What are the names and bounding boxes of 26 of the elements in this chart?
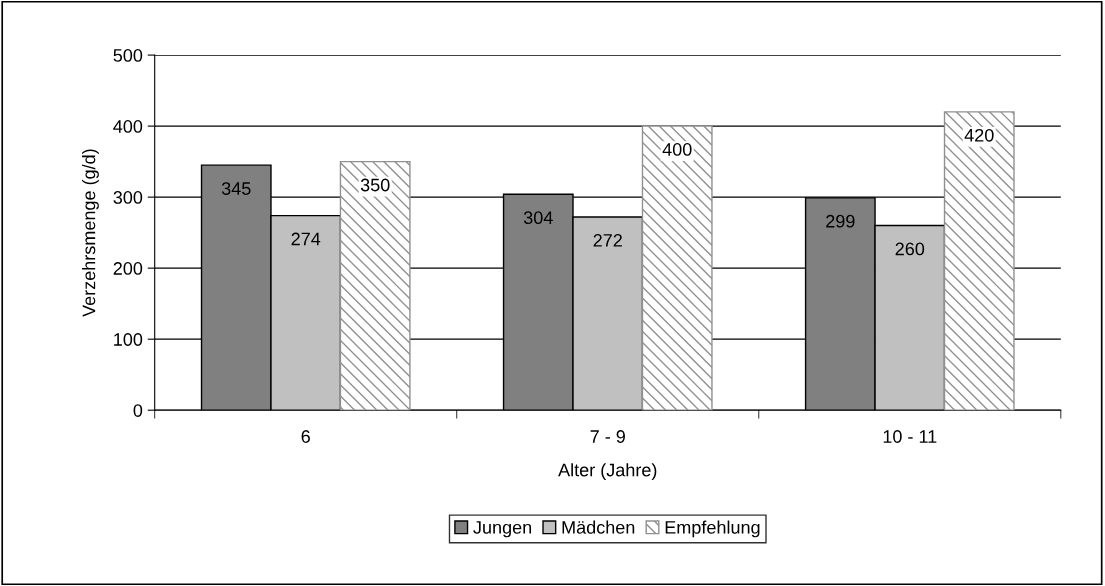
data-label: 299 <box>826 214 855 228</box>
x-tick-label: 10 - 11 <box>883 430 937 443</box>
bar <box>943 111 1015 411</box>
data-label: 304 <box>523 211 553 225</box>
x-axis-title: Alter (Jahre) <box>558 463 657 480</box>
legend-label: Mädchen <box>562 520 635 534</box>
bar <box>641 125 713 411</box>
legend-label: Empfehlung <box>665 520 760 538</box>
data-label: 420 <box>964 128 994 142</box>
legend-label: Jungen <box>473 521 532 538</box>
y-tick-label: 200 <box>113 262 143 275</box>
data-label: 272 <box>593 234 622 247</box>
data-label: 260 <box>895 242 925 256</box>
data-label: 400 <box>662 143 692 156</box>
data-label: 345 <box>221 182 251 195</box>
y-tick-label: 0 <box>133 404 143 417</box>
x-tick-label: 7 - 9 <box>590 430 625 443</box>
y-tick-label: 500 <box>113 49 143 62</box>
x-tick-label: 6 <box>301 430 310 443</box>
y-axis-title: Verzehrsmenge (g/d) <box>82 149 99 317</box>
data-label: 350 <box>360 178 390 192</box>
y-tick-label: 100 <box>114 333 143 346</box>
y-tick-label: 400 <box>113 120 143 133</box>
y-tick-label: 300 <box>113 191 143 204</box>
data-label: 274 <box>291 232 321 246</box>
bar <box>339 160 411 411</box>
